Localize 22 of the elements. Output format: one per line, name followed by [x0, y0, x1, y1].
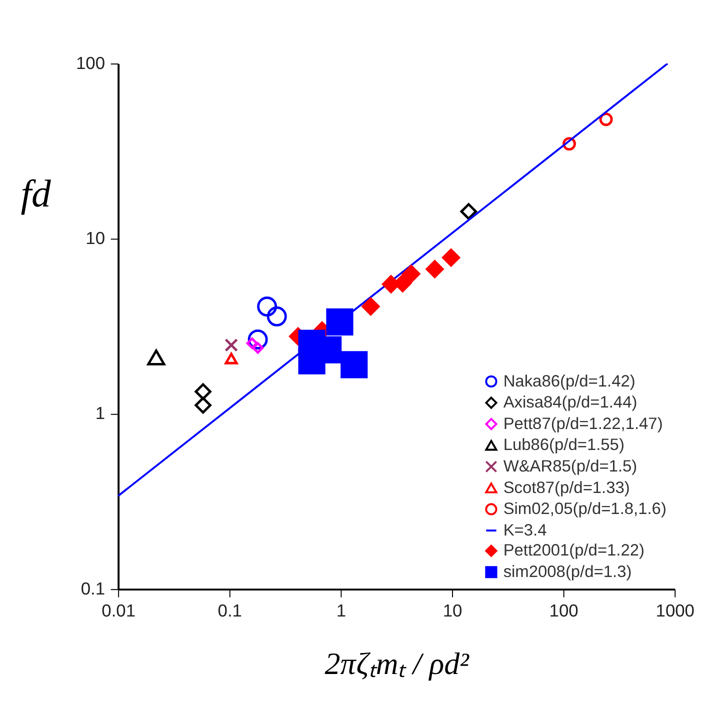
legend-label: Scot87(p/d=1.33) [503, 478, 630, 497]
y-tick-label: 10 [86, 228, 106, 248]
legend-label: Pett2001(p/d=1.22) [503, 542, 645, 560]
legend-label: Pett87(p/d=1.22,1.47) [503, 414, 663, 433]
x-tick-label: 10 [442, 600, 462, 621]
x-tick-label: 0.01 [102, 600, 136, 621]
y-tick-label: 1 [95, 403, 106, 424]
x-tick-label: 1000 [656, 600, 694, 621]
y-tick-label: 0.1 [80, 578, 106, 598]
legend-label: sim2008(p/d=1.3) [503, 562, 632, 581]
legend-label: Sim02,05(p/d=1.8,1.6) [503, 500, 666, 518]
legend-label: K=3.4 [503, 521, 547, 540]
y-axis-title: fd [20, 173, 52, 216]
x-tick-label: 100 [549, 600, 578, 621]
x-tick-label: 0.1 [218, 600, 242, 621]
x-axis-title: 2πζₜmₜ / ρd² [324, 646, 470, 681]
legend-label: Axisa84(p/d=1.44) [503, 394, 638, 412]
y-tick-label: 100 [76, 52, 106, 73]
legend-label: W&AR85(p/d=1.5) [503, 457, 638, 476]
legend-label: Lub86(p/d=1.55) [503, 436, 624, 454]
legend-label: Naka86(p/d=1.42) [503, 372, 636, 390]
x-tick-label: 1 [336, 600, 346, 621]
